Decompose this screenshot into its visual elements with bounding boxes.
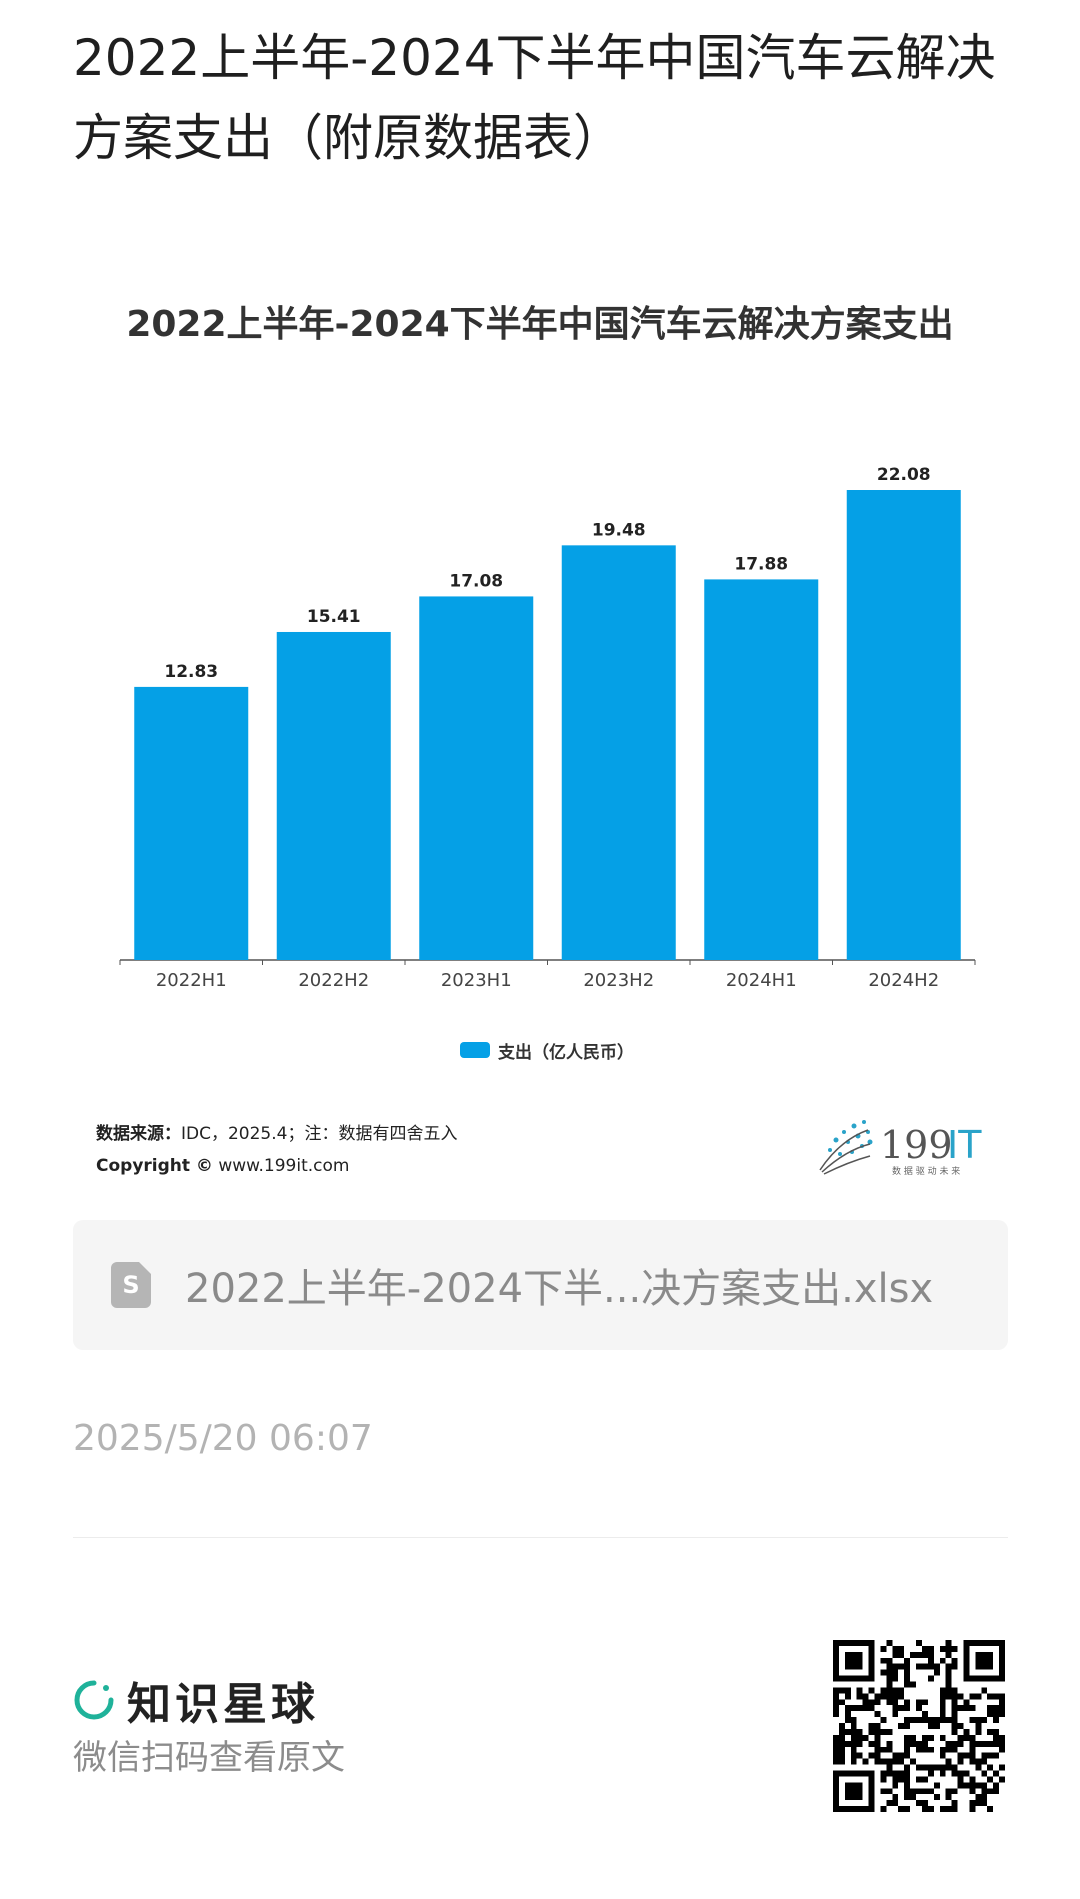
bar-2022H1 <box>134 686 249 960</box>
data-label-2023H2: 19.48 <box>592 520 646 540</box>
zhishi-planet-brand: 知识星球 <box>73 1668 319 1732</box>
file-name: 2022上半年-2024下半...决方案支出.xlsx <box>185 1266 934 1312</box>
brand-logo-199it: 199 IT 数 据 驱 动 未 来 <box>819 1120 982 1177</box>
bar-2023H2 <box>561 545 676 960</box>
bar-2024H2 <box>846 490 961 960</box>
x-tick-label-2024H2: 2024H2 <box>868 970 939 991</box>
chart-title: 2022上半年-2024下半年中国汽车云解决方案支出 <box>126 304 954 345</box>
qr-code[interactable] <box>833 1640 1005 1812</box>
source-label: 数据来源： <box>96 1124 181 1144</box>
scan-instruction: 微信扫码查看原文 <box>73 1738 345 1778</box>
bar-2024H1 <box>704 579 819 960</box>
data-label-2024H2: 22.08 <box>877 465 931 485</box>
divider <box>73 1537 1008 1538</box>
legend-label: 支出（亿人民币） <box>498 1042 634 1063</box>
bar-chart: 12.83 2022H1 15.41 2022H2 17.08 2023H1 19.48 20… <box>119 465 976 991</box>
source-text: IDC，2025.4；注：数据有四舍五入 <box>181 1124 458 1144</box>
file-attachment[interactable]: S 2022上半年-2024下半...决方案支出.xlsx <box>73 1220 1008 1350</box>
copyright-label: Copyright © <box>96 1156 213 1176</box>
legend-swatch <box>460 1042 490 1058</box>
page-title: 2022上半年-2024下半年中国汽车云解决方案支出（附原数据表） <box>73 29 996 167</box>
brand-name-it: IT <box>947 1123 982 1167</box>
brand-tagline: 数 据 驱 动 未 来 <box>892 1165 960 1177</box>
app-name: 知识星球 <box>127 1679 319 1730</box>
planet-logo-icon <box>74 1680 114 1720</box>
data-source: 数据来源：IDC，2025.4；注：数据有四舍五入 Copyright © ww… <box>96 1118 457 1182</box>
x-tick-label-2024H1: 2024H1 <box>726 970 797 991</box>
bar-2022H2 <box>276 631 391 960</box>
data-label-2022H1: 12.83 <box>164 662 218 682</box>
x-tick-label-2022H1: 2022H1 <box>156 970 227 991</box>
spreadsheet-file-icon: S <box>111 1262 151 1308</box>
copyright-url: www.199it.com <box>218 1156 350 1176</box>
brand-name-number: 199 <box>880 1123 953 1167</box>
data-label-2023H1: 17.08 <box>449 571 503 591</box>
x-tick-label-2023H2: 2023H2 <box>583 970 654 991</box>
publish-timestamp: 2025/5/20 06:07 <box>73 1418 373 1459</box>
chart-legend: 支出（亿人民币） <box>460 1035 634 1065</box>
x-tick-label-2023H1: 2023H1 <box>441 970 512 991</box>
data-label-2022H2: 15.41 <box>307 607 361 627</box>
x-tick-label-2022H2: 2022H2 <box>298 970 369 991</box>
data-label-2024H1: 17.88 <box>734 554 788 574</box>
bar-2023H1 <box>419 596 534 960</box>
